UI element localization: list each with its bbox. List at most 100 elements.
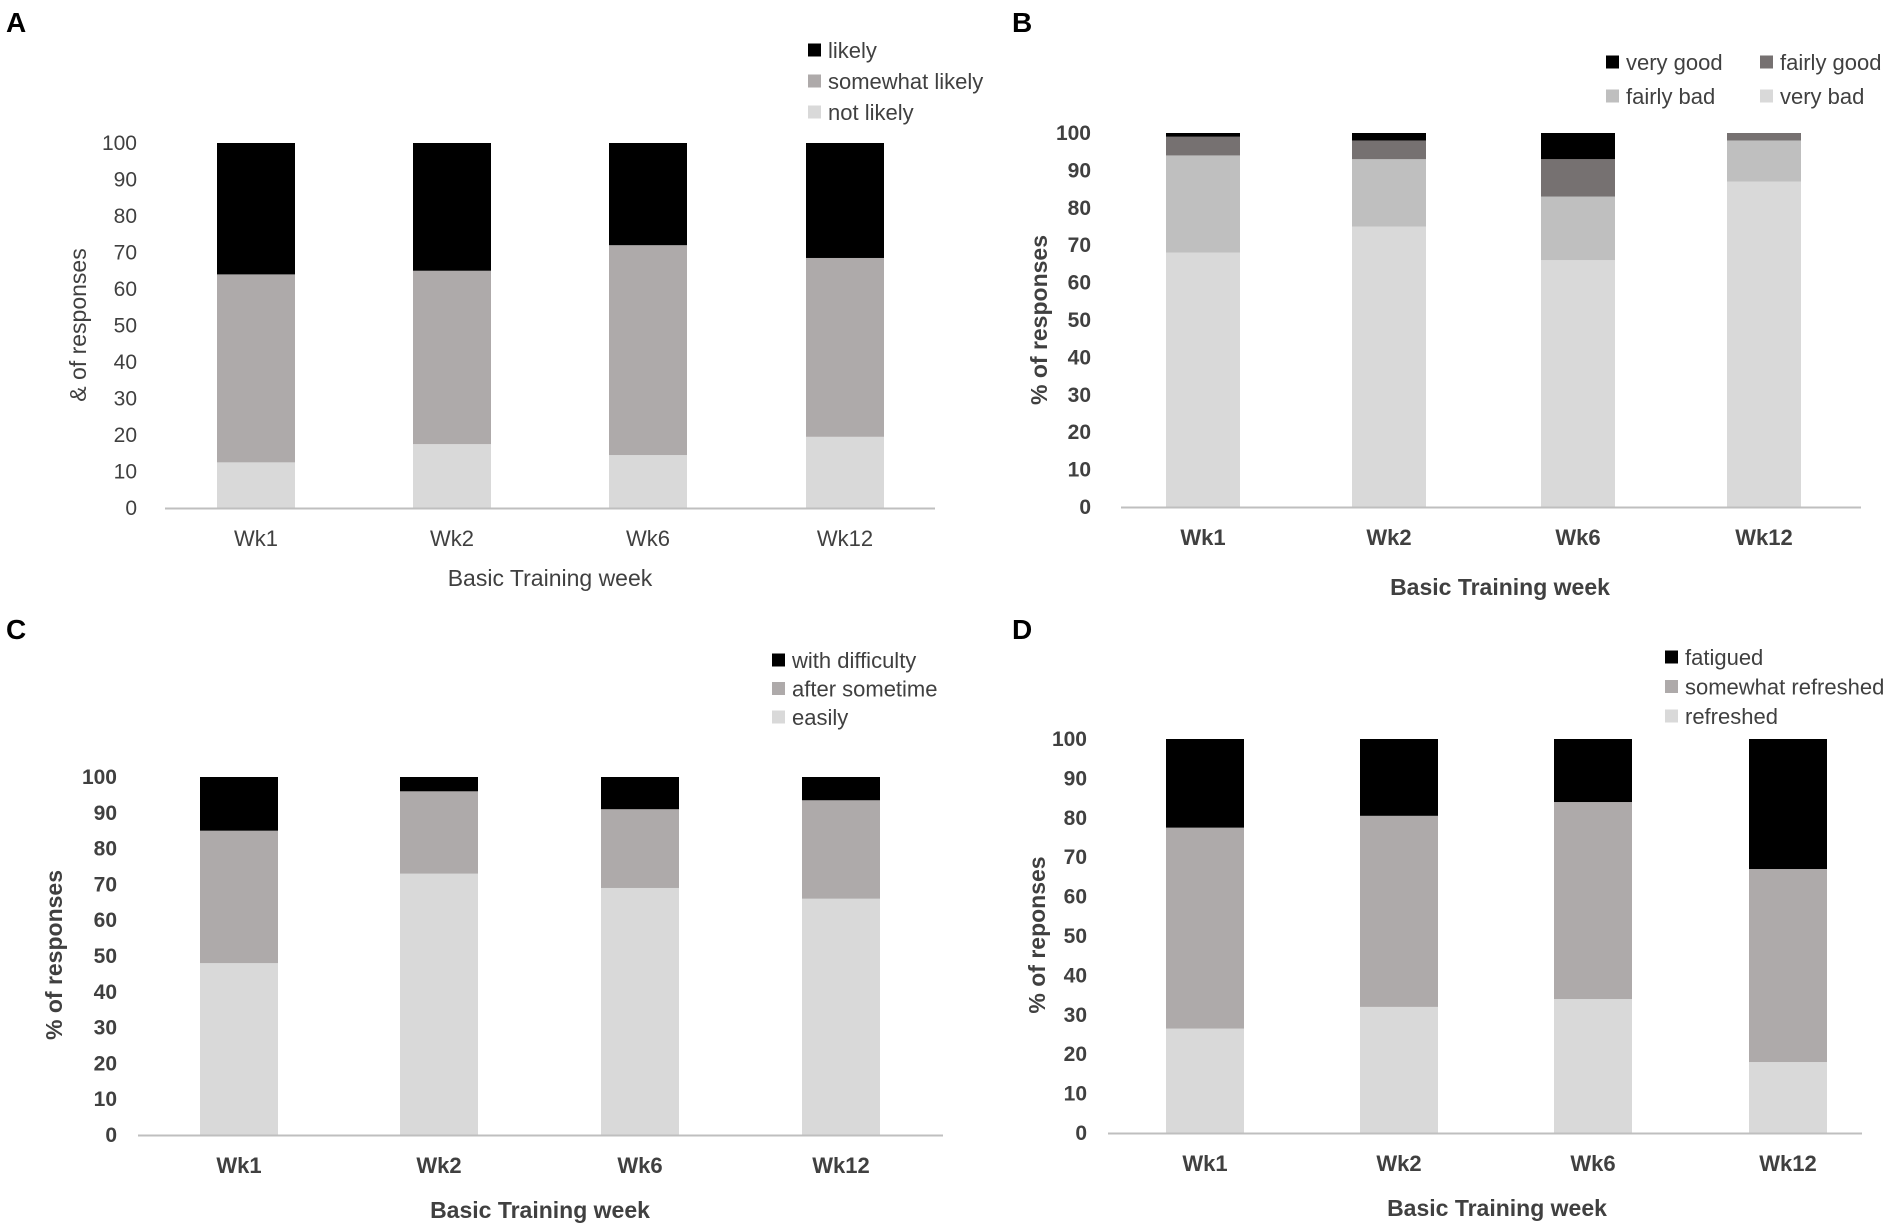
bar-d-wk6-somewhat-refreshed: [1554, 802, 1632, 1000]
bar-a-wk6-somewhat-likely: [609, 245, 687, 456]
legend-label-after-sometime: after sometime: [792, 677, 938, 702]
legend-swatch-not-likely: [808, 105, 821, 119]
x-axis-title: Basic Training week: [1387, 1195, 1607, 1221]
x-tick-label: Wk6: [617, 1153, 662, 1178]
y-tick-label: 10: [114, 461, 137, 484]
y-axis-title: & of responses: [65, 248, 91, 401]
legend-label-fairly-bad: fairly bad: [1626, 84, 1715, 109]
y-tick-label: 0: [125, 497, 137, 520]
bar-a-wk1-somewhat-likely: [217, 274, 295, 463]
y-tick-label: 60: [94, 909, 117, 932]
bar-b-wk2-fairly-bad: [1352, 159, 1426, 227]
bar-a-wk12-not-likely: [806, 436, 884, 508]
bar-b-wk6-very-bad: [1541, 260, 1615, 507]
y-tick-label: 20: [114, 424, 137, 447]
bar-b-wk6-fairly-good: [1541, 159, 1615, 197]
y-tick-label: 40: [1064, 964, 1087, 987]
bar-a-wk2-somewhat-likely: [413, 270, 491, 445]
x-tick-label: Wk2: [430, 526, 474, 551]
legend-b: very good fairly good fairly bad very bad: [1606, 50, 1882, 109]
x-tick-label: Wk12: [1759, 1151, 1816, 1176]
x-axis-title: Basic Training week: [448, 565, 653, 591]
x-tick-label: Wk6: [1555, 525, 1600, 550]
x-tick-label: Wk6: [1570, 1151, 1615, 1176]
legend-a: likely somewhat likely not likely: [808, 38, 983, 125]
bar-b-wk2-very-good: [1352, 133, 1426, 141]
y-tick-label: 0: [1079, 496, 1091, 519]
bar-b-wk1-very-bad: [1166, 252, 1240, 507]
y-tick-label: 50: [1068, 309, 1091, 332]
bar-c-wk2-after-sometime: [400, 791, 478, 874]
legend-label-with-difficulty: with difficulty: [791, 648, 916, 673]
bar-a-wk2-not-likely: [413, 444, 491, 508]
bar-b-wk6-fairly-bad: [1541, 196, 1615, 261]
legend-label-likely: likely: [828, 38, 877, 63]
x-tick-label: Wk1: [234, 526, 278, 551]
y-axis-title: % of responses: [1026, 235, 1052, 405]
y-tick-label: 90: [94, 802, 117, 825]
y-tick-label: 10: [94, 1088, 117, 1111]
y-tick-label: 70: [114, 242, 137, 265]
y-tick-label: 90: [114, 169, 137, 192]
bar-d-wk12-fatigued: [1749, 739, 1827, 870]
chart-panel-d: 0 10 20 30 40 50 60 70 80 90 100 Wk1 Wk2 Wk6 Wk12 Basic…: [1024, 645, 1884, 1221]
bar-d-wk1-fatigued: [1166, 739, 1244, 828]
legend-label-refreshed: refreshed: [1685, 704, 1778, 729]
chart-panel-a: 0 10 20 30 40 50 60 70 80 90 100 Wk1 Wk2 Wk6 Wk12 Basic…: [65, 38, 983, 591]
y-tick-label: 40: [94, 981, 117, 1004]
y-tick-label: 70: [94, 873, 117, 896]
y-tick-label: 30: [114, 388, 137, 411]
bar-a-wk6-likely: [609, 143, 687, 246]
legend-label-very-bad: very bad: [1780, 84, 1864, 109]
legend-swatch-fairly-good: [1760, 55, 1773, 69]
x-tick-label: Wk2: [416, 1153, 461, 1178]
y-tick-label: 70: [1064, 846, 1087, 869]
legend-swatch-easily: [772, 710, 785, 724]
y-tick-label: 80: [94, 838, 117, 861]
panel-letter-b: B: [1012, 7, 1032, 38]
legend-label-not-likely: not likely: [828, 100, 914, 125]
bar-b-wk1-very-good: [1166, 133, 1240, 137]
legend-label-fatigued: fatigued: [1685, 645, 1763, 670]
y-tick-label: 50: [114, 315, 137, 338]
bar-b-wk12-very-bad: [1727, 181, 1801, 507]
y-tick-label: 50: [94, 945, 117, 968]
y-tick-label: 40: [114, 351, 137, 374]
legend-swatch-likely: [808, 43, 821, 57]
legend-swatch-very-good: [1606, 55, 1619, 69]
panel-letter-c: C: [6, 614, 26, 645]
legend-label-somewhat-refreshed: somewhat refreshed: [1685, 675, 1884, 700]
legend-swatch-after-sometime: [772, 682, 785, 695]
bar-c-wk12-easily: [802, 898, 880, 1135]
bar-a-wk1-likely: [217, 143, 295, 275]
y-tick-label: 60: [1068, 272, 1091, 295]
legend-swatch-somewhat-likely: [808, 74, 821, 88]
bar-d-wk1-somewhat-refreshed: [1166, 827, 1244, 1029]
bar-c-wk2-easily: [400, 873, 478, 1135]
y-tick-label: 30: [1064, 1004, 1087, 1027]
x-tick-label: Wk6: [626, 526, 670, 551]
x-tick-label: Wk12: [812, 1153, 869, 1178]
y-tick-label: 20: [1068, 421, 1091, 444]
legend-c: with difficulty after sometime easily: [772, 648, 938, 730]
legend-swatch-very-bad: [1760, 89, 1773, 103]
y-tick-label: 100: [1052, 728, 1087, 751]
bar-a-wk12-likely: [806, 143, 884, 258]
bar-d-wk2-somewhat-refreshed: [1360, 815, 1438, 1007]
y-tick-label: 30: [94, 1017, 117, 1040]
bar-c-wk1-easily: [200, 963, 278, 1135]
y-tick-label: 80: [1064, 807, 1087, 830]
bar-c-wk12-after-sometime: [802, 800, 880, 899]
bar-c-wk2-with-difficulty: [400, 777, 478, 792]
y-tick-label: 60: [114, 278, 137, 301]
bar-d-wk6-fatigued: [1554, 739, 1632, 803]
chart-panel-c: 0 10 20 30 40 50 60 70 80 90 100 Wk1 Wk2 Wk6 Wk12 Basic…: [41, 648, 943, 1223]
x-tick-label: Wk2: [1376, 1151, 1421, 1176]
chart-panel-b: 0 10 20 30 40 50 60 70 80 90 100 Wk1 Wk2 Wk6 Wk12 Basic…: [1026, 50, 1882, 600]
bar-d-wk12-refreshed: [1749, 1062, 1827, 1133]
bar-c-wk1-with-difficulty: [200, 777, 278, 831]
bar-a-wk1-not-likely: [217, 462, 295, 508]
y-tick-label: 0: [105, 1124, 117, 1147]
y-tick-label: 70: [1068, 234, 1091, 257]
